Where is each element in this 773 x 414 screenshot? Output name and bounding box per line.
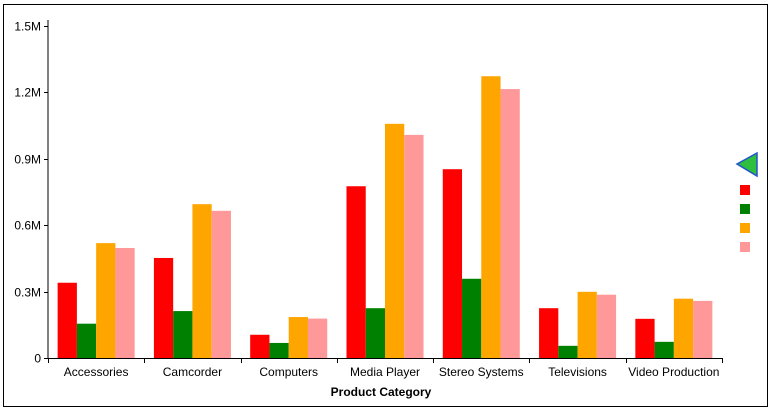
bar-video-production-series-3[interactable] [673,298,694,358]
bar-stereo-systems-series-3[interactable] [481,76,501,358]
legend-swatch-series-2 [740,204,750,214]
bar-televisions-series-1[interactable] [539,308,559,358]
bar-camcorder-series-2[interactable] [173,311,193,358]
x-axis-title: Product Category [331,385,432,399]
bar-media-player-series-1[interactable] [346,186,366,358]
x-axis: Accessories Camcorder Computers Media Playe… [48,358,723,379]
bar-camcorder-series-1[interactable] [153,257,174,358]
x-tick-label: Camcorder [163,365,222,379]
bar-televisions-series-4[interactable] [596,294,617,358]
bar-computers-series-4[interactable] [307,318,328,358]
legend-swatch-series-3 [740,223,750,233]
bar-accessories-series-3[interactable] [96,243,116,358]
y-tick-label: 0.9M [14,153,41,167]
x-tick-label: Stereo Systems [439,365,524,379]
y-tick-label: 0.6M [14,219,41,233]
bar-video-production-series-4[interactable] [693,300,713,358]
bar-media-player-series-4[interactable] [404,134,424,358]
bar-stereo-systems-series-2[interactable] [462,278,482,358]
bar-stereo-systems-series-1[interactable] [442,169,463,358]
bar-computers-series-2[interactable] [269,342,289,358]
bar-series [57,76,713,358]
y-axis: 0 0.3M 0.6M 0.9M 1.2M 1.5M [14,20,49,366]
x-tick-label: Media Player [350,365,420,379]
legend[interactable] [735,151,758,252]
x-tick-label: Computers [259,365,318,379]
bar-computers-series-3[interactable] [288,317,308,358]
legend-swatch-series-1 [740,185,750,195]
bar-video-production-series-2[interactable] [654,341,674,358]
y-tick-label: 0 [34,352,41,366]
y-tick-label: 1.5M [14,20,41,34]
bar-accessories-series-1[interactable] [57,282,77,358]
y-tick-label: 1.2M [14,86,41,100]
bar-media-player-series-2[interactable] [365,308,385,358]
bar-accessories-series-2[interactable] [76,323,97,358]
y-tick-label: 0.3M [14,286,41,300]
legend-swatch-series-4 [740,242,750,252]
bar-stereo-systems-series-4[interactable] [500,89,520,358]
bar-televisions-series-2[interactable] [558,345,578,358]
x-tick-label: Accessories [64,365,129,379]
bar-camcorder-series-3[interactable] [192,204,212,358]
x-tick-label: Televisions [548,365,607,379]
bar-camcorder-series-4[interactable] [211,210,231,358]
bar-video-production-series-1[interactable] [635,318,655,358]
bar-accessories-series-4[interactable] [115,247,135,358]
bar-computers-series-1[interactable] [250,334,270,358]
x-tick-label: Video Production [628,365,719,379]
left-triangle-icon[interactable] [735,151,758,178]
bar-media-player-series-3[interactable] [385,123,405,358]
bar-televisions-series-3[interactable] [577,291,597,358]
